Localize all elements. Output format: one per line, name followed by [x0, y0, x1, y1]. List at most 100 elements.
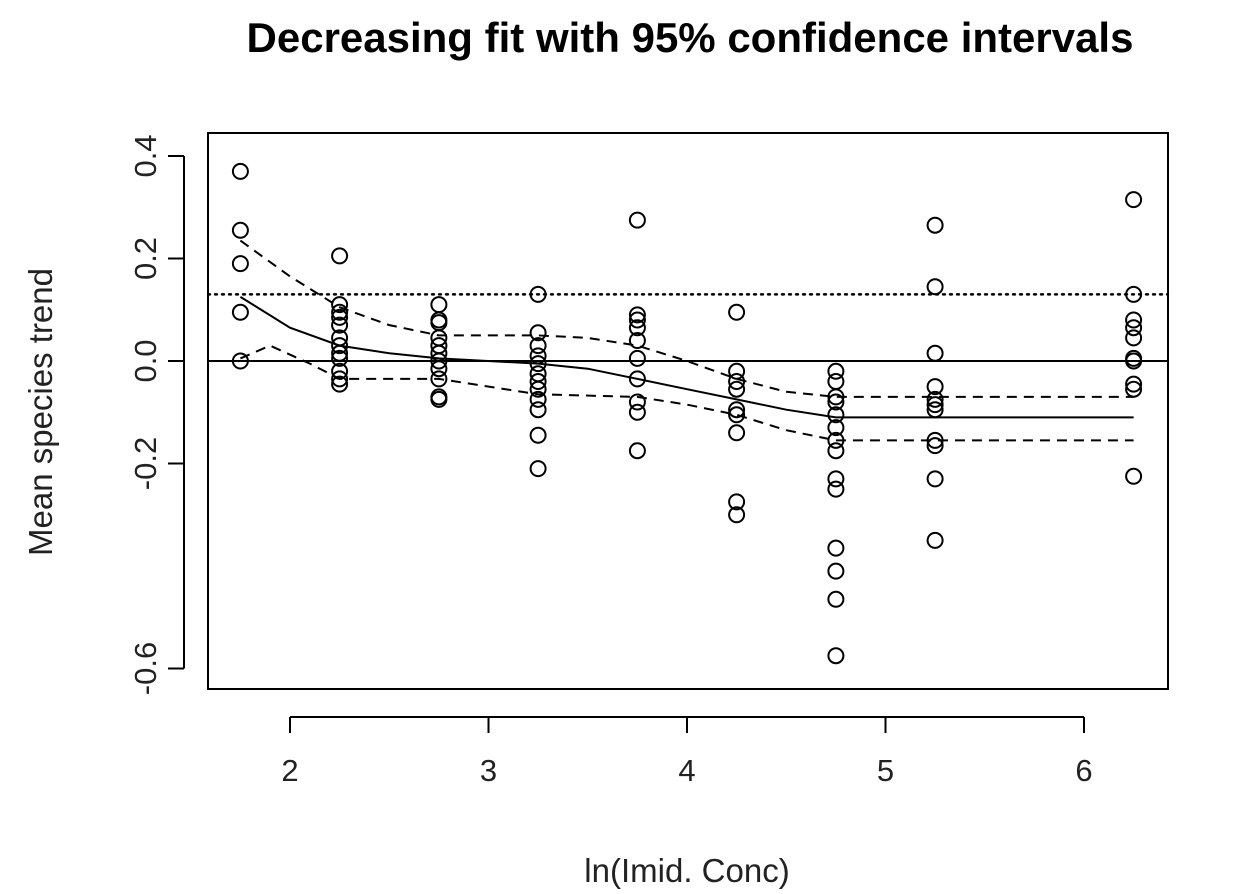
reference-lines: [206, 293, 1170, 362]
data-point: [827, 373, 845, 390]
data-point: [728, 406, 746, 424]
data-point: [728, 506, 746, 524]
x-tick-label: 2: [281, 753, 298, 788]
data-point: [728, 362, 746, 380]
data-point: [827, 480, 845, 498]
data-point: [628, 332, 646, 349]
x-axis-label: ln(Imid. Conc): [584, 852, 789, 889]
data-point: [628, 211, 646, 229]
data-point: [827, 431, 845, 449]
data-point: [1125, 329, 1143, 347]
data-point: [331, 337, 349, 355]
data-points: [231, 162, 1143, 665]
fit-lines: [239, 239, 1134, 442]
data-point: [430, 360, 448, 378]
data-point: [926, 437, 944, 455]
data-point: [827, 393, 845, 411]
data-point: [529, 355, 547, 373]
data-point: [1125, 319, 1143, 337]
fit-line: [239, 296, 1134, 419]
y-tick-label: 0.4: [128, 134, 163, 177]
data-point: [529, 390, 547, 408]
data-point: [1125, 191, 1143, 209]
data-point: [628, 311, 646, 329]
y-axis: -0.6 -0.2 0.0 0.2 0.4: [128, 134, 185, 695]
data-point: [827, 362, 845, 380]
data-point: [529, 380, 547, 398]
data-point: [827, 539, 845, 557]
data-point: [231, 221, 249, 239]
x-axis: 2 3 4 5 6: [281, 716, 1093, 788]
data-point: [231, 162, 249, 180]
data-point: [827, 590, 845, 608]
x-tick-label: 5: [877, 753, 894, 788]
data-point: [331, 296, 349, 314]
data-point: [331, 349, 349, 367]
data-point: [827, 388, 845, 406]
data-point: [628, 393, 646, 411]
data-point: [430, 352, 448, 370]
data-point: [926, 396, 944, 414]
data-point: [1125, 352, 1143, 370]
data-point: [926, 470, 944, 488]
data-point: [728, 303, 746, 321]
data-point: [231, 352, 249, 370]
data-point: [628, 319, 646, 337]
x-tick-label: 4: [678, 753, 695, 788]
data-point: [1125, 467, 1143, 485]
data-point: [430, 390, 448, 408]
data-point: [827, 562, 845, 580]
data-point: [827, 647, 845, 665]
data-point: [728, 380, 746, 398]
data-point: [827, 442, 845, 460]
data-point: [529, 426, 547, 444]
data-point: [926, 378, 944, 396]
data-point: [529, 460, 547, 478]
data-point: [628, 306, 646, 324]
data-point: [331, 370, 349, 388]
chart-title: Decreasing fit with 95% confidence inter…: [247, 14, 1134, 61]
data-point: [331, 375, 349, 393]
data-point: [231, 255, 249, 273]
data-point: [628, 349, 646, 367]
data-point: [1125, 375, 1143, 393]
data-point: [926, 401, 944, 419]
data-point: [331, 247, 349, 265]
x-tick-label: 6: [1075, 753, 1092, 788]
data-point: [529, 373, 547, 390]
data-point: [926, 431, 944, 449]
data-point: [827, 419, 845, 437]
data-point: [1125, 285, 1143, 303]
data-point: [331, 316, 349, 334]
data-point: [926, 390, 944, 408]
data-point: [628, 403, 646, 421]
data-point: [728, 493, 746, 511]
data-point: [926, 278, 944, 296]
data-point: [331, 303, 349, 321]
data-point: [331, 344, 349, 362]
plot-frame: [207, 132, 1169, 690]
data-point: [827, 470, 845, 488]
x-tick-label: 3: [480, 753, 497, 788]
data-point: [926, 531, 944, 549]
ci-lower-line: [240, 344, 1134, 442]
data-point: [728, 424, 746, 442]
y-tick-label: 0.0: [128, 339, 163, 382]
data-point: [331, 308, 349, 326]
y-tick-label: 0.2: [128, 237, 163, 280]
data-point: [1125, 380, 1143, 398]
data-point: [926, 216, 944, 234]
y-tick-label: -0.6: [128, 642, 163, 695]
data-point: [728, 401, 746, 419]
y-tick-label: -0.2: [128, 437, 163, 490]
data-point: [529, 324, 547, 342]
data-point: [529, 337, 547, 355]
data-point: [1125, 311, 1143, 329]
data-point: [628, 442, 646, 460]
data-point: [430, 370, 448, 388]
data-point: [331, 362, 349, 380]
ci-upper-line: [239, 239, 1134, 398]
data-point: [529, 401, 547, 419]
data-point: [529, 285, 547, 303]
